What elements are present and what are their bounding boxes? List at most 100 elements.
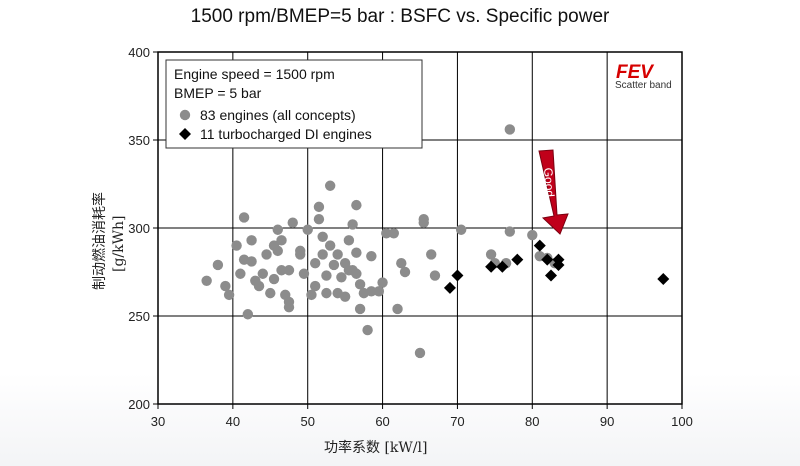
data-point-all-concepts	[246, 256, 257, 267]
data-point-all-concepts	[324, 240, 336, 251]
data-point-all-concepts	[324, 180, 336, 191]
x-tick-label: 30	[151, 414, 165, 429]
good-arrow: Good	[538, 149, 569, 235]
data-point-all-concepts	[220, 280, 231, 292]
data-point-all-concepts	[283, 296, 295, 308]
data-point-turbo-di	[496, 260, 509, 273]
fev-logo-text: FEV	[616, 62, 654, 83]
data-point-all-concepts	[261, 249, 272, 260]
data-point-all-concepts	[238, 212, 250, 223]
legend-marker-circle	[179, 109, 191, 121]
data-point-all-concepts	[223, 289, 235, 301]
x-tick-label: 80	[525, 414, 539, 429]
legend-marker-diamond	[179, 128, 191, 140]
data-point-all-concepts	[235, 268, 246, 279]
data-point-all-concepts	[257, 268, 268, 279]
data-point-all-concepts	[366, 250, 377, 262]
x-tick-label: 100	[671, 414, 693, 429]
data-point-all-concepts	[268, 273, 280, 285]
data-point-turbo-di	[657, 273, 670, 286]
scatter-band-label: Scatter band	[615, 80, 672, 91]
data-point-turbo-di	[541, 253, 554, 266]
data-points	[201, 124, 670, 359]
legend-box	[165, 59, 423, 149]
data-point-all-concepts	[302, 224, 313, 235]
y-tick-label: 300	[128, 221, 150, 236]
good-arrow-icon	[538, 149, 569, 235]
data-point-all-concepts	[332, 249, 343, 260]
data-point-all-concepts	[317, 231, 328, 242]
x-axis-title: 功率系数 [kW/l]	[324, 439, 427, 456]
legend: Engine speed = 1500 rpm BMEP = 5 bar 83 …	[165, 59, 423, 149]
data-point-all-concepts	[246, 235, 257, 246]
data-point-all-concepts	[276, 265, 287, 276]
data-point-turbo-di	[511, 253, 524, 266]
data-point-all-concepts	[242, 309, 254, 320]
data-point-all-concepts	[321, 287, 332, 299]
data-point-turbo-di	[451, 269, 464, 282]
data-point-all-concepts	[354, 279, 366, 290]
data-point-all-concepts	[354, 303, 366, 315]
data-point-turbo-di	[552, 253, 565, 266]
data-point-all-concepts	[392, 303, 403, 315]
data-point-all-concepts	[313, 214, 325, 225]
data-point-turbo-di	[545, 269, 557, 282]
data-point-all-concepts	[336, 272, 347, 283]
data-point-all-concepts	[388, 228, 399, 239]
data-point-all-concepts	[351, 268, 362, 279]
data-point-all-concepts	[426, 249, 437, 260]
y-tick-label: 350	[128, 133, 150, 148]
data-point-all-concepts	[351, 199, 362, 211]
legend-line-speed: Engine speed = 1500 rpm	[174, 66, 335, 82]
data-point-all-concepts	[272, 224, 283, 235]
good-arrow-label: Good	[541, 167, 557, 197]
fev-logo: FEV Scatter band	[615, 62, 672, 91]
data-point-all-concepts	[276, 235, 287, 246]
data-point-all-concepts	[253, 280, 265, 292]
data-point-all-concepts	[396, 258, 407, 269]
data-point-all-concepts	[504, 226, 516, 237]
data-point-all-concepts	[328, 259, 340, 271]
data-point-turbo-di	[485, 260, 498, 273]
data-point-all-concepts	[414, 347, 426, 359]
data-point-all-concepts	[272, 245, 283, 257]
data-point-all-concepts	[310, 280, 321, 292]
x-tick-label: 60	[375, 414, 389, 429]
data-point-all-concepts	[287, 217, 298, 228]
y-tick-label: 250	[128, 309, 150, 324]
data-point-all-concepts	[366, 286, 377, 297]
legend-entry-all-concepts: 83 engines (all concepts)	[200, 107, 356, 123]
data-point-all-concepts	[313, 201, 325, 213]
data-point-all-concepts	[283, 265, 295, 276]
data-point-all-concepts	[429, 270, 441, 281]
data-point-all-concepts	[265, 287, 276, 299]
data-point-all-concepts	[201, 275, 212, 286]
data-point-all-concepts	[362, 324, 373, 336]
y-tick-label: 400	[128, 45, 150, 60]
x-tick-label: 70	[450, 414, 464, 429]
data-point-turbo-di	[443, 281, 456, 294]
data-point-all-concepts	[212, 259, 224, 271]
data-point-all-concepts	[418, 214, 429, 225]
data-point-all-concepts	[231, 240, 242, 251]
data-point-all-concepts	[306, 289, 317, 301]
legend-line-bmep: BMEP = 5 bar	[174, 85, 262, 101]
data-point-all-concepts	[381, 228, 392, 239]
y-tick-label: 200	[128, 397, 150, 412]
data-point-all-concepts	[485, 249, 497, 260]
data-point-all-concepts	[527, 229, 538, 241]
axis-ticks: 30 40 50 60 70 80 90 100 200 250 300 350 400	[128, 45, 693, 429]
data-point-turbo-di	[533, 239, 546, 252]
x-tick-label: 50	[300, 414, 314, 429]
data-point-all-concepts	[298, 268, 310, 279]
data-point-all-concepts	[399, 266, 411, 278]
legend-entry-turbo-di: 11 turbocharged DI engines	[200, 126, 372, 142]
data-point-all-concepts	[377, 277, 388, 288]
y-axis-unit: [g/kWh]	[111, 216, 127, 273]
x-tick-label: 90	[600, 414, 614, 429]
data-point-all-concepts	[455, 224, 467, 235]
x-tick-label: 40	[226, 414, 240, 429]
page-title: 1500 rpm/BMEP=5 bar : BSFC vs. Specific …	[190, 6, 610, 27]
data-point-all-concepts	[321, 270, 332, 281]
